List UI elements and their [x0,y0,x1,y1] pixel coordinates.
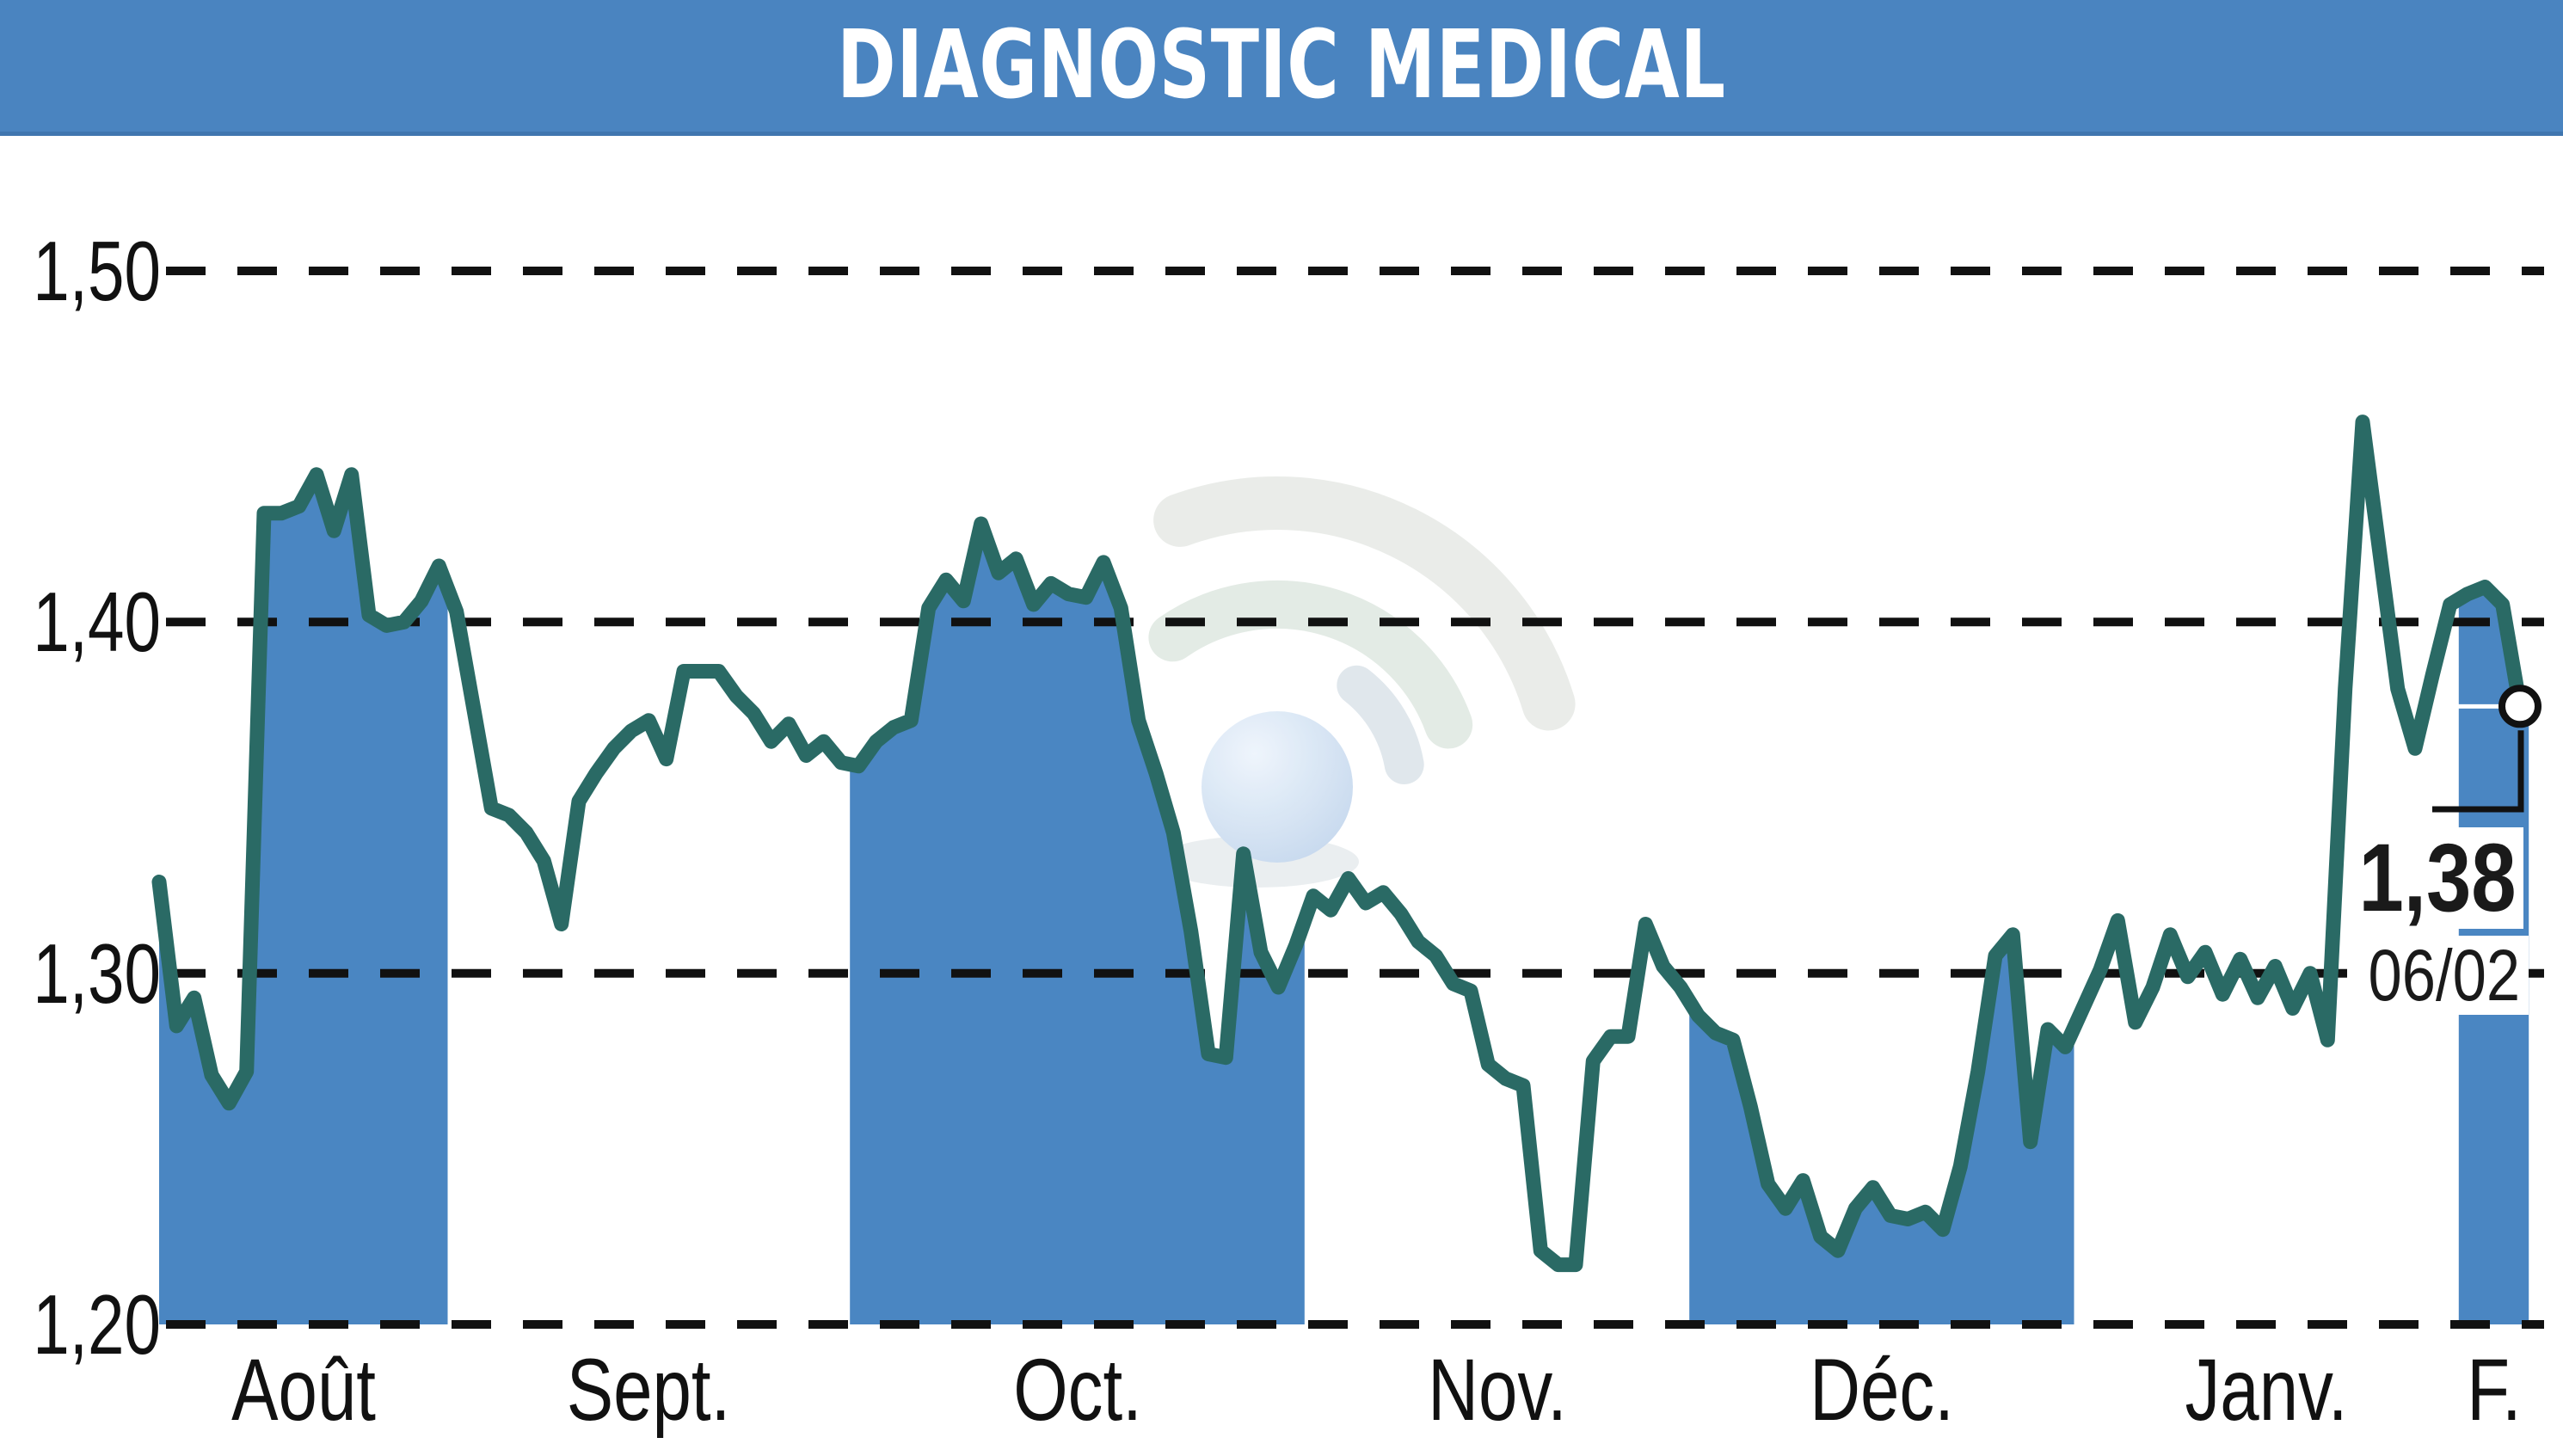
price-series-line [151,415,2528,1273]
x-axis-label-sept: Sept. [567,1341,731,1439]
y-axis-label-1-20: 1,20 [33,1277,162,1372]
x-axis-label-nov: Nov. [1427,1341,1567,1439]
last-price-marker [2498,685,2541,728]
x-axis-label-f: F. [2466,1341,2522,1439]
last-price-callout-line [2432,730,2524,813]
area-fill-août [159,474,448,1324]
watermark-logo-icon [1148,476,1576,888]
area-fill-déc [1689,934,2074,1324]
last-price-date: 06/02 [2359,936,2529,1015]
y-axis-label-1-30: 1,30 [33,925,162,1021]
x-axis-label-janv: Janv. [2185,1341,2348,1439]
title-bar: DIAGNOSTIC MEDICAL [0,0,2563,136]
area-fill-oct [850,524,1305,1324]
page-title: DIAGNOSTIC MEDICAL [837,9,1726,120]
x-axis-label-déc: Déc. [1809,1341,1954,1439]
y-axis-label-1-50: 1,50 [33,224,162,318]
x-axis-label-août: Août [230,1341,376,1439]
y-axis-label-1-40: 1,40 [33,574,162,670]
last-price-label: 1,38 [2351,827,2523,929]
x-axis-label-oct: Oct. [1012,1341,1142,1439]
